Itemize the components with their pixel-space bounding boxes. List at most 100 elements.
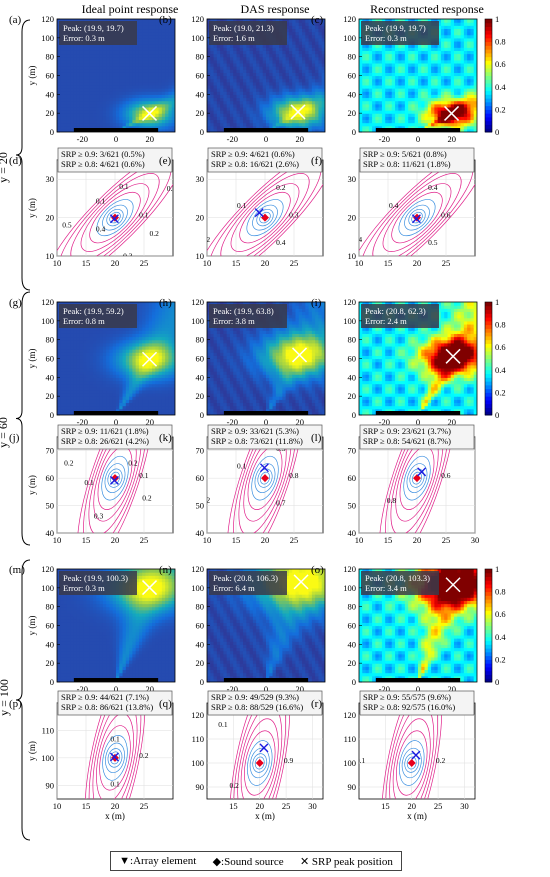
panel-label: (q) (159, 698, 172, 710)
y-axis-label: y (m) (27, 66, 37, 86)
y-tick-label: 40 (348, 89, 357, 99)
panel-n: (n) Peak: (20.8, 106.3)Error: 6.4 m -20 0 20… (159, 564, 326, 694)
contour-label: 0.4 (96, 225, 106, 234)
x-tick-label: 0 (114, 684, 118, 694)
colorbar-segment (485, 584, 492, 589)
x-tick-label: 20 (111, 801, 120, 811)
srp-peak-marker (445, 348, 461, 364)
y-tick-label: 10 (348, 251, 357, 261)
y-tick-label: 120 (191, 564, 204, 574)
colorbar-segment (485, 366, 492, 371)
contour-label: 0.2 (142, 494, 152, 503)
colorbar-segment (485, 45, 492, 50)
colorbar-tick-label: 0.2 (495, 654, 506, 664)
y-tick-label: 80 (196, 335, 205, 345)
y-tick-label: 100 (343, 583, 356, 593)
srp-peak-marker (292, 347, 308, 363)
colorbar-tick-label: 0.2 (495, 387, 506, 397)
peak-text: Peak: (19.9, 59.2) (63, 306, 124, 316)
contour-level (240, 718, 279, 799)
colorbar-segment (485, 599, 492, 604)
contour-level (392, 718, 431, 799)
panel-label: (p) (9, 698, 22, 710)
colorbar-segment (485, 52, 492, 58)
y-tick-label: 60 (46, 354, 55, 364)
x-tick-label: 30 (308, 801, 317, 811)
peak-text: Peak: (19.9, 63.8) (213, 306, 274, 316)
y-tick-label: 40 (46, 639, 55, 649)
colorbar-tick-label: 0.6 (495, 342, 506, 352)
x-axis-label: x (m) (407, 811, 427, 821)
array-elements (375, 411, 461, 415)
y-tick-label: 20 (348, 213, 357, 223)
stats-box (359, 147, 475, 173)
peak-text: Peak: (20.8, 106.3) (213, 573, 278, 583)
x-tick-label: 0 (264, 417, 268, 427)
colorbar-segment (485, 648, 492, 653)
colorbar-segment (485, 381, 492, 386)
contour-level (233, 703, 286, 799)
srp-08-text: SRP ≥ 0.8: 86/621 (13.8%) (61, 702, 153, 712)
x-tick-label: 15 (82, 801, 91, 811)
y-tick-label: 20 (196, 108, 205, 118)
contour-level (107, 468, 123, 488)
colorbar-segment (485, 86, 492, 92)
stats-box (207, 690, 323, 716)
x-tick-label: 20 (145, 417, 154, 427)
x-tick-label: 25 (140, 535, 149, 545)
colorbar-segment (485, 666, 492, 672)
colorbar-segment (485, 128, 492, 133)
array-elements (375, 678, 461, 682)
colorbar-segment (485, 328, 492, 333)
contour-level (406, 756, 417, 770)
x-tick-label: 20 (295, 684, 304, 694)
x-tick-label: 25 (442, 535, 451, 545)
colorbar-segment (485, 19, 492, 24)
y-tick-label: 70 (46, 446, 55, 456)
contour-level (229, 703, 291, 799)
colorbar-tick-label: 0.4 (495, 82, 506, 92)
panel-i: (i) Peak: (20.8, 62.3)Error: 2.4 m -20 0 20 0… (311, 297, 506, 427)
y-tick-label: 40 (348, 639, 357, 649)
contour-level (243, 437, 287, 522)
contour-level (260, 471, 270, 485)
srp-peak-marker (417, 467, 427, 477)
contour-level (233, 437, 297, 533)
y-tick-label: 100 (191, 316, 204, 326)
y-tick-label: 10 (196, 251, 205, 261)
column-title-das: DAS response (240, 2, 310, 16)
colorbar-segment (485, 572, 492, 578)
column-title-ideal: Ideal point response (81, 2, 179, 16)
contour-label: 0.2 (64, 459, 74, 468)
colorbar-segment (485, 313, 492, 318)
stats-box (57, 424, 173, 450)
y-tick-label: 40 (46, 528, 55, 538)
contour-level (378, 437, 456, 533)
contour-label: 0.8 (289, 471, 299, 480)
y-tick-label: 40 (196, 89, 205, 99)
info-box (361, 21, 439, 45)
peak-text: Peak: (19.0, 21.3) (213, 23, 274, 33)
error-text: Error: 0.3 m (63, 33, 105, 43)
y-tick-label: 100 (191, 583, 204, 593)
error-text: Error: 6.4 m (213, 583, 255, 593)
y-tick-label: 40 (348, 372, 357, 382)
contour-label: 0.4 (428, 183, 438, 192)
colorbar-segment (485, 26, 492, 31)
contour-level (391, 191, 443, 244)
heatmap-field (57, 302, 175, 415)
array-elements (73, 678, 159, 682)
x-tick-label: 15 (384, 258, 393, 268)
x-tick-label: 25 (442, 258, 451, 268)
colorbar-segment (485, 30, 492, 35)
x-tick-label: 25 (140, 258, 149, 268)
contour-label: 0.2 (128, 458, 138, 467)
contour-level (239, 191, 291, 244)
y-tick-label: 120 (41, 297, 54, 307)
contour-level (207, 160, 323, 256)
y-axis-label: y (m) (27, 198, 37, 218)
srp-peak-marker (293, 574, 309, 590)
colorbar-segment (485, 678, 492, 683)
